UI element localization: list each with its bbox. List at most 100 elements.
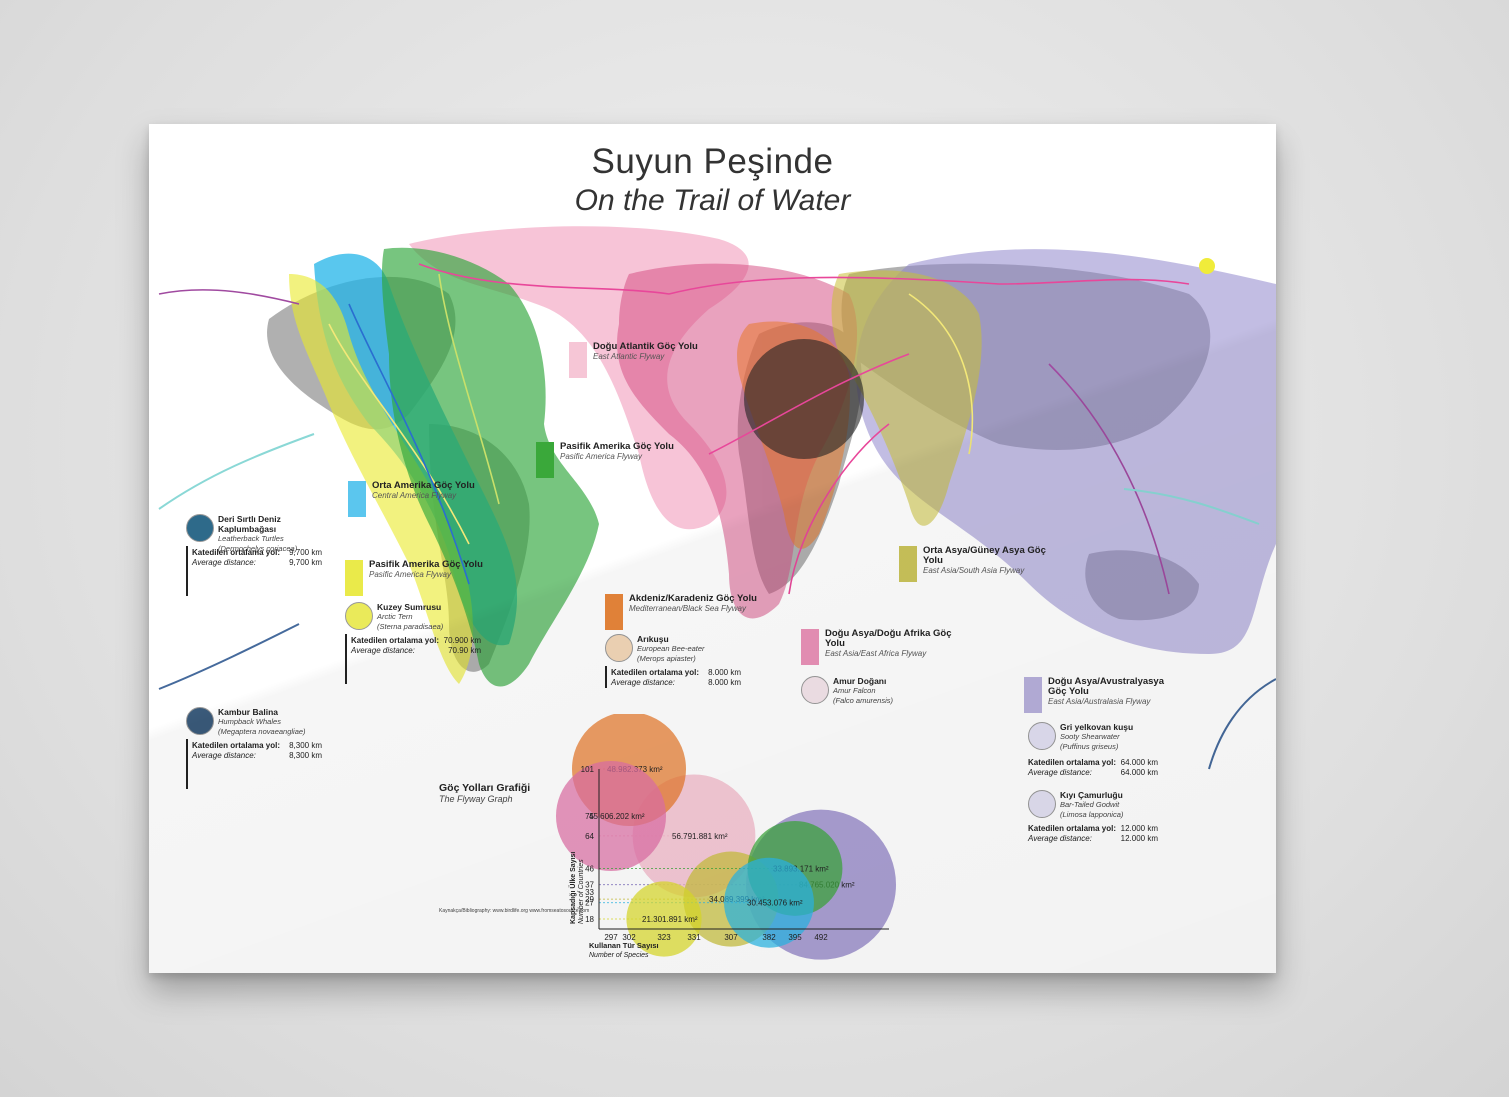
legend-swatch (345, 560, 363, 596)
distance-label: Katedilen ortalama yol: (192, 741, 281, 750)
graph-title-en: The Flyway Graph (439, 794, 513, 804)
legend-subtitle: Central America Flyway (372, 491, 457, 500)
y-tick-label-4: 37 (585, 881, 594, 890)
y-tick-label-2: 64 (585, 832, 594, 841)
distance-value: 9,700 km (289, 548, 322, 557)
distance-value-en: 64.000 km (1120, 768, 1158, 777)
x-tick-label-4: 307 (724, 933, 738, 942)
falcon-icon (801, 676, 829, 704)
animal-latin: (Puffinus griseus) (1060, 742, 1119, 751)
y-tick-label-0: 101 (581, 765, 595, 774)
animal-name-en: Sooty Shearwater (1060, 732, 1120, 741)
animal-name-en: Arctic Tern (377, 612, 413, 621)
x-axis-label-tr: Kullanan Tür Sayısı (589, 941, 659, 950)
legend-title: Doğu Asya/Avustralyasya Göç Yolu (1048, 676, 1164, 697)
legend-subtitle: Pasific America Flyway (369, 570, 451, 579)
poster-subtitle: On the Trail of Water (574, 184, 851, 217)
turtle-icon (186, 514, 214, 542)
y-tick-label-7: 27 (585, 899, 594, 908)
animal-name: Deri Sırtlı Deniz Kaplumbağası (218, 514, 281, 534)
bubble-label-5: 33.893.171 km² (773, 864, 829, 873)
y-tick-label-1: 75 (585, 812, 594, 821)
animal-name: Kıyı Çamurluğu (1060, 790, 1123, 800)
animal-name: Amur Doğanı (833, 676, 887, 686)
animal-name-en: Humpback Whales (218, 717, 281, 726)
distance-value: 64.000 km (1120, 758, 1158, 767)
y-tick-label-6: 29 (585, 895, 594, 904)
y-tick-label-8: 18 (585, 915, 594, 924)
x-tick-label-0: 297 (604, 933, 618, 942)
graph-title: Göç Yolları Grafiği The Flyway Graph (439, 782, 530, 804)
card-divider (345, 634, 347, 684)
animal-name-en: Leatherback Turtles (218, 534, 284, 543)
distance-value: 8,300 km (289, 741, 322, 750)
bubble-3 (555, 760, 667, 872)
animal-name-en: Amur Falcon (833, 686, 876, 695)
animal-name: Gri yelkovan kuşu (1060, 722, 1134, 732)
legend-title: Akdeniz/Karadeniz Göç Yolu (629, 593, 757, 604)
poster-title: Suyun Peşinde (591, 142, 834, 181)
legend-subtitle: Mediterranean/Black Sea Flyway (629, 604, 746, 613)
y-axis-label-tr: Kapsadığı Ülke Sayısı (568, 852, 577, 924)
flyway-area-dark-disk (744, 339, 864, 459)
legend-swatch (569, 342, 587, 378)
card-divider (605, 666, 607, 688)
legend-title: Doğu Atlantik Göç Yolu (593, 341, 698, 352)
legend-swatch (605, 594, 623, 630)
animal-latin: (Sterna paradisaea) (377, 622, 444, 631)
legend-swatch (801, 629, 819, 665)
legend-subtitle: East Asia/Australasia Flyway (1048, 697, 1151, 706)
legend-subtitle: East Asia/East Africa Flyway (825, 649, 927, 658)
godwit-icon (1028, 790, 1056, 818)
distance-label: Katedilen ortalama yol: (1028, 824, 1117, 833)
distance-value-en: 9,700 km (289, 558, 322, 567)
x-tick-label-2: 323 (657, 933, 671, 942)
x-tick-label-7: 492 (814, 933, 828, 942)
legend-swatch (348, 481, 366, 517)
distance-label-en: Average distance: (1028, 834, 1092, 843)
distance-value-en: 8,300 km (289, 751, 322, 760)
legend-swatch (536, 442, 554, 478)
distance-label: Katedilen ortalama yol: (1028, 758, 1117, 767)
y-tick-label-5: 33 (585, 888, 594, 897)
legend-title: Orta Amerika Göç Yolu (372, 480, 475, 491)
x-tick-label-6: 395 (788, 933, 802, 942)
y-axis-label-en: Number of Countries (578, 859, 585, 924)
y-tick-label-3: 46 (585, 864, 594, 873)
shearwater-icon (1028, 722, 1056, 750)
bubble-label-6: 30.453.076 km² (747, 899, 803, 908)
legend-title: Pasifik Amerika Göç Yolu (369, 559, 483, 570)
bubble-6 (724, 857, 814, 948)
distance-value: 70.900 km (443, 636, 481, 645)
bubble-label-1: 56.791.881 km² (672, 832, 728, 841)
distance-value-en: 70.90 km (448, 646, 481, 655)
graph-reference: Kaynakça/Bibliography: www.birdlife.org … (439, 908, 590, 914)
animal-name: Arıkuşu (637, 634, 669, 644)
animal-name-en: Bar-Tailed Godwit (1060, 800, 1120, 809)
poster: Suyun Peşinde On the Trail of Water (149, 124, 1276, 973)
animal-name-en: European Bee-eater (637, 644, 705, 653)
legend-subtitle: Pasific America Flyway (560, 452, 642, 461)
legend-subtitle: East Asia/South Asia Flyway (923, 566, 1025, 575)
distance-value-en: 8.000 km (708, 678, 741, 687)
distance-label-en: Average distance: (611, 678, 675, 687)
animal-name: Kuzey Sumrusu (377, 602, 442, 612)
world-flyway-map (158, 226, 1276, 770)
distance-label-en: Average distance: (192, 751, 256, 760)
legend-subtitle: East Atlantic Flyway (593, 352, 665, 361)
legend-title: Pasifik Amerika Göç Yolu (560, 441, 674, 452)
legend-title: Doğu Asya/Doğu Afrika Göç Yolu (825, 628, 952, 649)
animal-latin: (Dermochelys coriacea) (218, 544, 298, 553)
distance-label: Katedilen ortalama yol: (611, 668, 700, 677)
distance-value: 8.000 km (708, 668, 741, 677)
flyway-areas (289, 226, 1276, 687)
animal-latin: (Megaptera novaeangliae) (218, 727, 306, 736)
bubble-label-7: 21.301.891 km² (642, 915, 698, 924)
distance-value-en: 12.000 km (1120, 834, 1158, 843)
bubble-label-3: 45.606.202 km² (589, 812, 645, 821)
animal-latin: (Falco amurensis) (833, 696, 894, 705)
distance-value: 12.000 km (1120, 824, 1158, 833)
x-tick-label-3: 331 (687, 933, 701, 942)
card-divider (186, 546, 188, 596)
